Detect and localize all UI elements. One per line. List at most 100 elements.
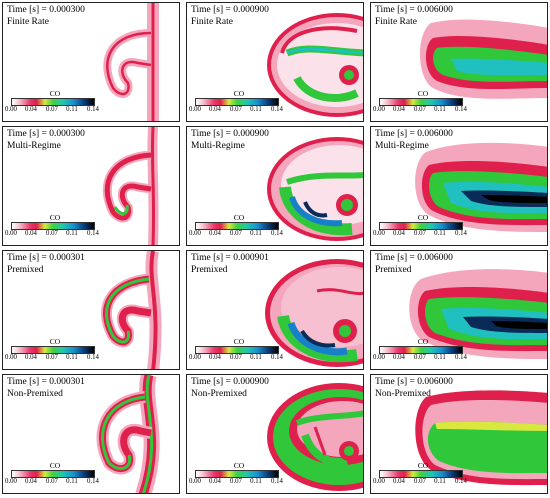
- colorbar-tick: 0.07: [414, 478, 426, 485]
- model-label: Finite Rate: [191, 17, 233, 27]
- co-field-image: [267, 13, 363, 117]
- colorbar-tick: 0.07: [46, 478, 58, 485]
- colorbar-tick: 0.04: [209, 354, 221, 361]
- colorbar: CO 0.00 0.04 0.07 0.11 0.14: [5, 89, 102, 117]
- colorbar-tick: 0.04: [393, 230, 405, 237]
- model-label: Non-Premixed: [375, 389, 431, 399]
- co-field-image: [96, 375, 160, 493]
- colorbar-tick: 0.14: [271, 354, 283, 361]
- time-label: Time [s] = 0.000900: [191, 129, 269, 139]
- colorbar-gradient: [379, 346, 463, 354]
- co-field-image: [101, 251, 162, 369]
- colorbar-title: CO: [233, 337, 245, 346]
- colorbar-tick: 0.14: [87, 106, 99, 113]
- time-label: Time [s] = 0.000901: [191, 253, 269, 263]
- co-field-image: [415, 142, 547, 232]
- co-field-image: [420, 19, 547, 99]
- colorbar-tick: 0.00: [373, 478, 385, 485]
- colorbar-tick: 0.00: [5, 478, 17, 485]
- colorbar-title: CO: [49, 461, 61, 470]
- colorbar: CO 0.00 0.04 0.07 0.11 0.14: [189, 89, 286, 117]
- colorbar-tick: 0.00: [373, 106, 385, 113]
- colorbar-gradient: [11, 98, 95, 106]
- colorbar-tick: 0.14: [271, 230, 283, 237]
- model-label: Finite Rate: [375, 17, 417, 27]
- colorbar-tick: 0.14: [87, 478, 99, 485]
- colorbar-tick: 0.14: [455, 354, 467, 361]
- colorbar-gradient: [11, 346, 95, 354]
- model-label: Multi-Regime: [7, 141, 61, 151]
- colorbar-tick: 0.00: [5, 230, 17, 237]
- colorbar-tick: 0.14: [87, 354, 99, 361]
- colorbar: CO 0.00 0.04 0.07 0.11 0.14: [189, 213, 286, 241]
- panel-r4-c2: Time [s] = 0.000900 Non-Premixed CO 0.00…: [186, 374, 364, 494]
- colorbar-title: CO: [233, 213, 245, 222]
- colorbar-gradient: [379, 470, 463, 478]
- time-label: Time [s] = 0.000301: [7, 253, 85, 263]
- colorbar-tick: 0.07: [414, 106, 426, 113]
- colorbar-title: CO: [49, 337, 61, 346]
- model-label: Finite Rate: [7, 17, 49, 27]
- colorbar: CO 0.00 0.04 0.07 0.11 0.14: [5, 337, 102, 365]
- colorbar-title: CO: [233, 461, 245, 470]
- colorbar-tick: 0.04: [25, 230, 37, 237]
- co-field-image: [102, 127, 159, 245]
- colorbar-gradient: [195, 470, 279, 478]
- panel-r3-c2: Time [s] = 0.000901 Premixed CO 0.00 0.0…: [186, 250, 364, 370]
- colorbar-tick: 0.04: [393, 478, 405, 485]
- panel-r3-c1: Time [s] = 0.000301 Premixed CO 0.00 0.0…: [2, 250, 180, 370]
- time-label: Time [s] = 0.000301: [7, 377, 85, 387]
- panel-r3-c3: Time [s] = 0.006000 Premixed CO 0.00 0.0…: [370, 250, 548, 370]
- model-label: Multi-Regime: [375, 141, 429, 151]
- colorbar-title: CO: [49, 89, 61, 98]
- colorbar: CO 0.00 0.04 0.07 0.11 0.14: [373, 461, 470, 489]
- colorbar-tick: 0.04: [209, 230, 221, 237]
- colorbar: CO 0.00 0.04 0.07 0.11 0.14: [5, 461, 102, 489]
- colorbar-tick: 0.07: [230, 478, 242, 485]
- time-label: Time [s] = 0.000300: [7, 129, 85, 139]
- colorbar-tick: 0.04: [25, 478, 37, 485]
- co-field-image: [267, 383, 363, 491]
- model-label: Premixed: [7, 265, 44, 275]
- co-field-image: [267, 137, 363, 241]
- colorbar-tick: 0.00: [5, 354, 17, 361]
- colorbar-title: CO: [417, 213, 429, 222]
- panel-r4-c1: Time [s] = 0.000301 Non-Premixed CO 0.00…: [2, 374, 180, 494]
- colorbar-gradient: [195, 346, 279, 354]
- colorbar-tick: 0.11: [434, 106, 446, 113]
- panel-r2-c2: Time [s] = 0.000900 Multi-Regime CO 0.00…: [186, 126, 364, 246]
- colorbar-tick: 0.11: [434, 230, 446, 237]
- colorbar-title: CO: [233, 89, 245, 98]
- panel-r1-c1: Time [s] = 0.000300 Finite Rate CO 0.00 …: [2, 2, 180, 122]
- panel-r2-c1: Time [s] = 0.000300 Multi-Regime CO 0.00…: [2, 126, 180, 246]
- colorbar-tick: 0.14: [271, 106, 283, 113]
- colorbar: CO 0.00 0.04 0.07 0.11 0.14: [189, 337, 286, 365]
- colorbar-tick: 0.11: [66, 106, 78, 113]
- colorbar-gradient: [195, 98, 279, 106]
- colorbar-tick: 0.07: [230, 106, 242, 113]
- time-label: Time [s] = 0.006000: [375, 377, 453, 387]
- colorbar-tick: 0.11: [250, 230, 262, 237]
- co-field-image: [415, 390, 547, 486]
- colorbar-title: CO: [417, 89, 429, 98]
- colorbar-tick: 0.07: [230, 354, 242, 361]
- time-label: Time [s] = 0.000900: [191, 377, 269, 387]
- colorbar: CO 0.00 0.04 0.07 0.11 0.14: [5, 213, 102, 241]
- colorbar-tick: 0.07: [230, 230, 242, 237]
- colorbar: CO 0.00 0.04 0.07 0.11 0.14: [189, 461, 286, 489]
- colorbar-tick: 0.00: [189, 478, 201, 485]
- colorbar-tick: 0.04: [209, 478, 221, 485]
- colorbar-tick: 0.00: [373, 354, 385, 361]
- colorbar-tick: 0.04: [209, 106, 221, 113]
- colorbar: CO 0.00 0.04 0.07 0.11 0.14: [373, 213, 470, 241]
- colorbar-tick: 0.14: [271, 478, 283, 485]
- time-label: Time [s] = 0.000300: [7, 5, 85, 15]
- model-label: Premixed: [375, 265, 412, 275]
- colorbar-title: CO: [417, 461, 429, 470]
- colorbar-tick: 0.11: [434, 478, 446, 485]
- time-label: Time [s] = 0.006000: [375, 129, 453, 139]
- colorbar-tick: 0.14: [87, 230, 99, 237]
- model-label: Non-Premixed: [7, 389, 63, 399]
- colorbar-tick: 0.04: [25, 106, 37, 113]
- colorbar-tick: 0.00: [373, 230, 385, 237]
